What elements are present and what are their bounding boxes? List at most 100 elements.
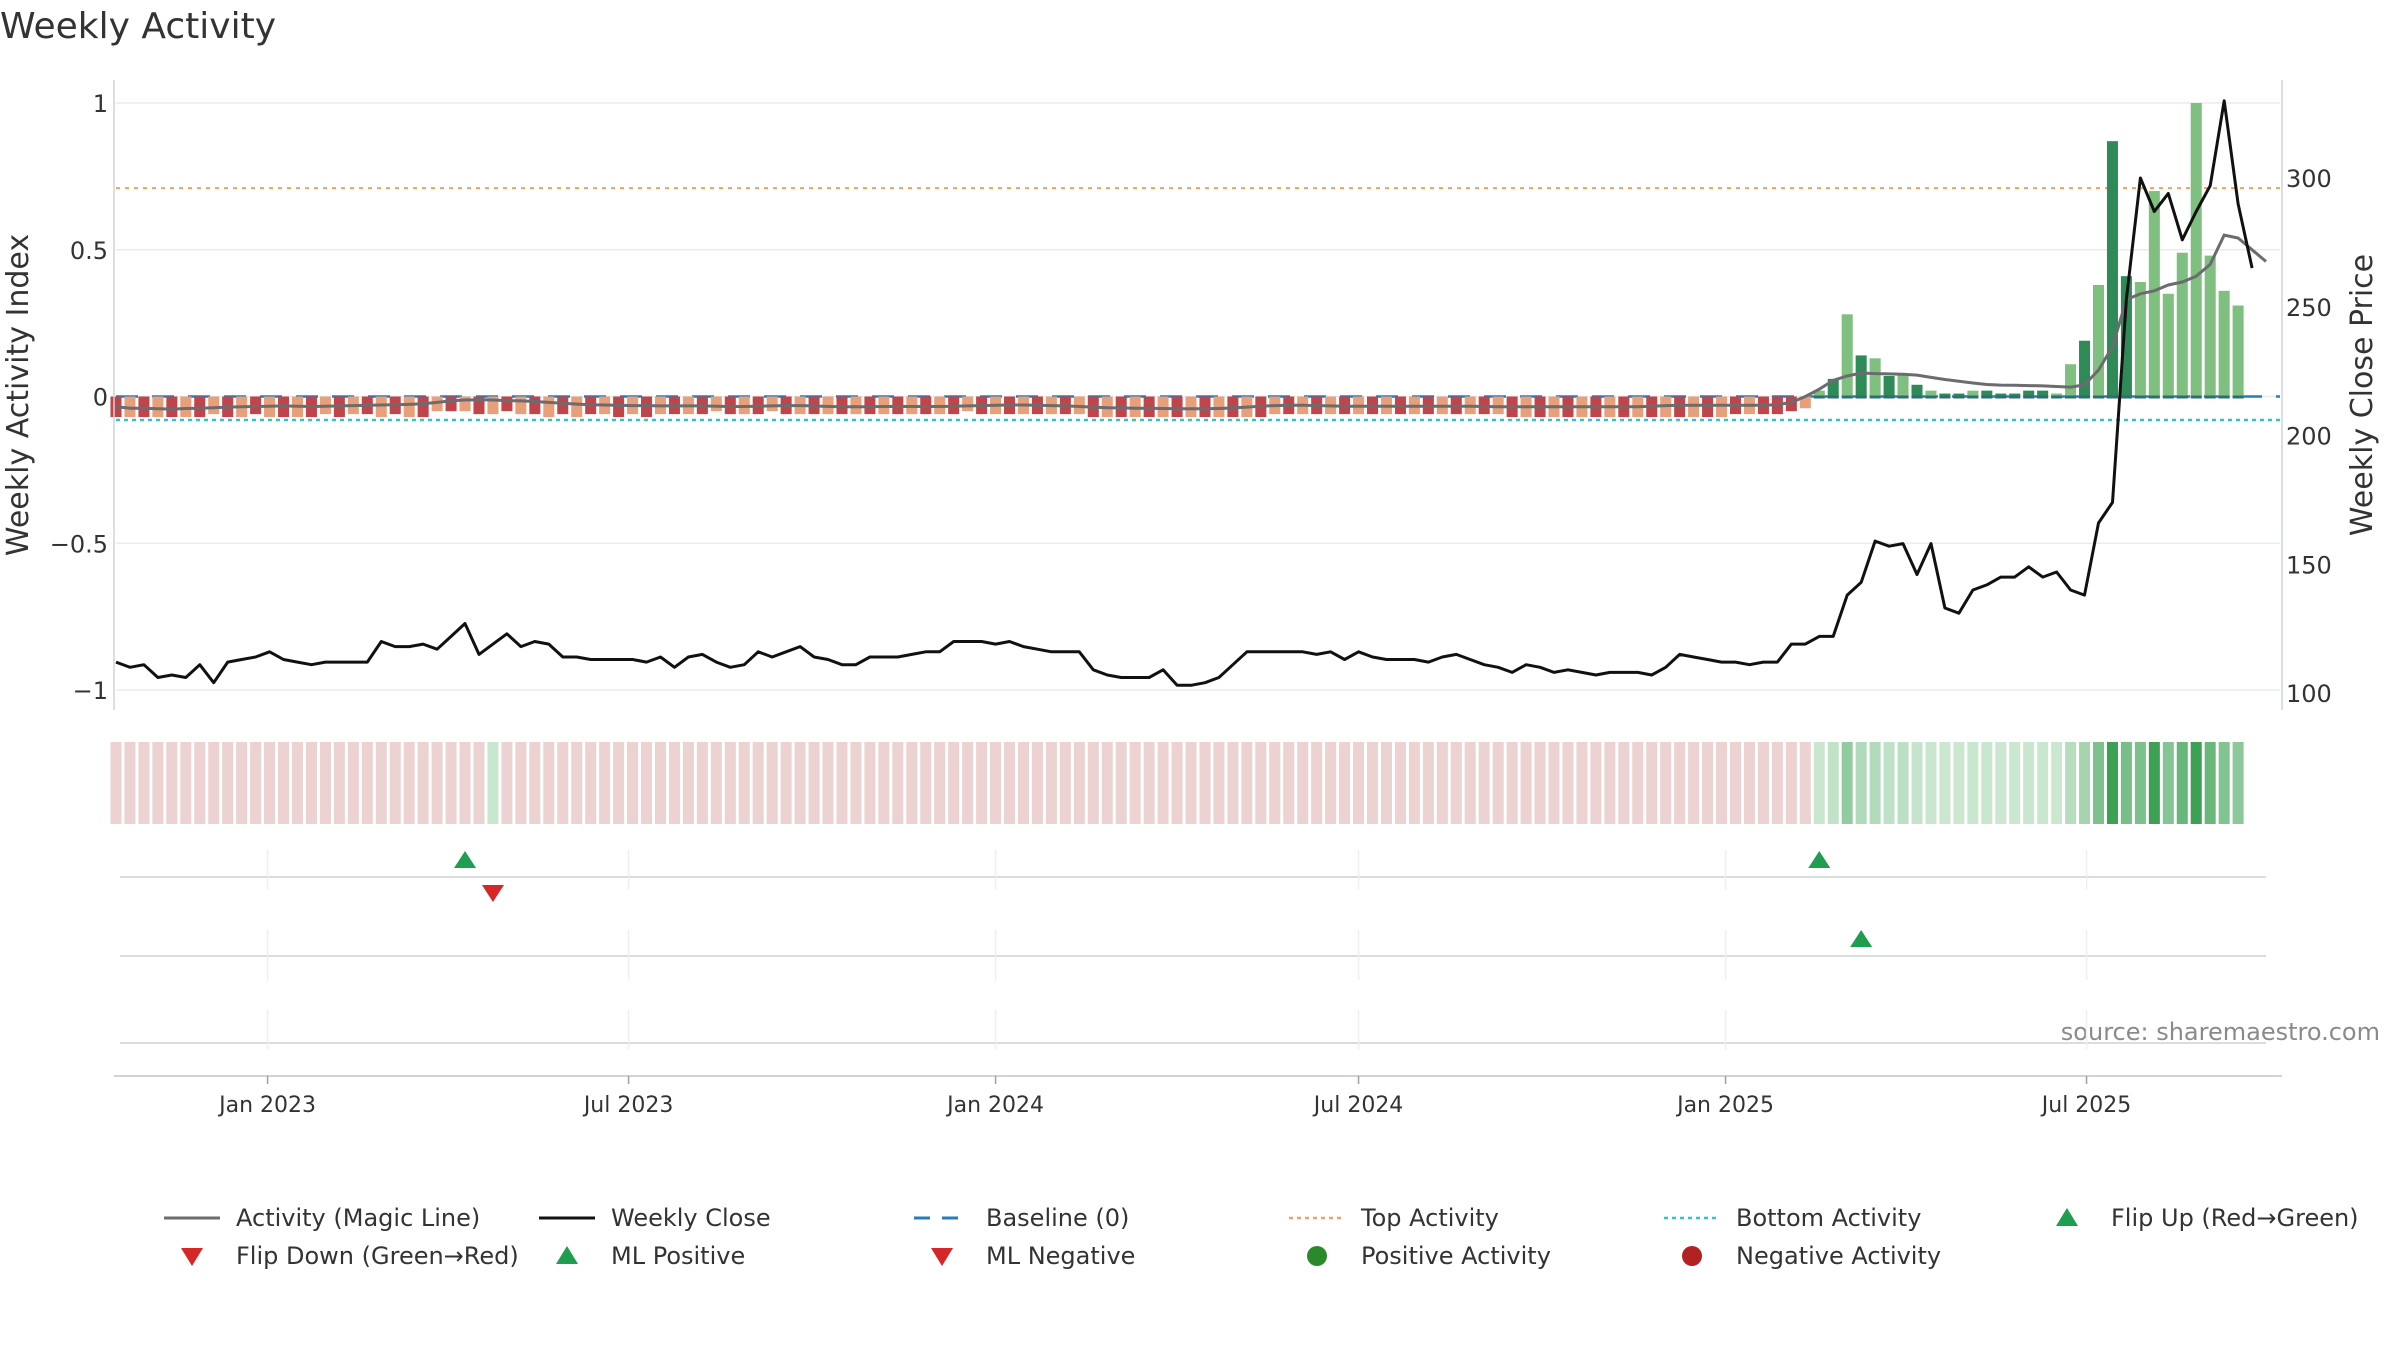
triangle-down-icon bbox=[181, 1248, 203, 1266]
activity-bar bbox=[110, 396, 122, 418]
activity-strip-cell bbox=[1548, 742, 1560, 824]
activity-strip-cell bbox=[515, 742, 527, 824]
activity-strip-cell bbox=[166, 742, 178, 824]
activity-strip-cell bbox=[2134, 742, 2146, 824]
activity-strip-cell bbox=[1129, 742, 1141, 824]
activity-strip-cell bbox=[1688, 742, 1700, 824]
ml-positive-marker bbox=[1850, 930, 1873, 947]
activity-bar bbox=[208, 396, 220, 415]
activity-bar-base bbox=[2176, 395, 2188, 399]
y2-tick-label: 250 bbox=[2286, 294, 2332, 322]
x-tick-label: Jan 2024 bbox=[945, 1093, 1044, 1118]
activity-bar bbox=[1883, 375, 1895, 397]
y2-tick-label: 200 bbox=[2286, 423, 2332, 451]
activity-strip-cell bbox=[571, 742, 583, 824]
y-axis-label: Weekly Activity Index bbox=[1, 234, 36, 556]
activity-strip-cell bbox=[794, 742, 806, 824]
activity-strip-cell bbox=[976, 742, 988, 824]
legend-item: Negative Activity bbox=[1660, 1238, 1941, 1274]
activity-strip-cell bbox=[1883, 742, 1895, 824]
activity-strip-cell bbox=[1171, 742, 1183, 824]
activity-strip-cell bbox=[403, 742, 415, 824]
activity-bar bbox=[1799, 396, 1811, 409]
activity-strip-cell bbox=[138, 742, 150, 824]
activity-strip-cell bbox=[1590, 742, 1602, 824]
activity-strip-cell bbox=[1199, 742, 1211, 824]
legend-label: Flip Down (Green→Red) bbox=[236, 1242, 519, 1270]
activity-strip-cell bbox=[1073, 742, 1085, 824]
activity-strip-cell bbox=[1045, 742, 1057, 824]
activity-strip-cell bbox=[1520, 742, 1532, 824]
activity-strip-cell bbox=[1939, 742, 1951, 824]
activity-strip-cell bbox=[2079, 742, 2091, 824]
activity-strip-cell bbox=[1269, 742, 1281, 824]
activity-strip-cell bbox=[417, 742, 429, 824]
activity-strip-cell bbox=[1506, 742, 1518, 824]
activity-strip-cell bbox=[180, 742, 192, 824]
activity-bar-base bbox=[1827, 395, 1839, 399]
activity-strip-cell bbox=[1841, 742, 1853, 824]
activity-strip-cell bbox=[1757, 742, 1769, 824]
activity-strip-cell bbox=[1562, 742, 1574, 824]
activity-bar bbox=[2190, 103, 2202, 397]
activity-strip-cell bbox=[724, 742, 736, 824]
activity-strip-cell bbox=[1869, 742, 1881, 824]
activity-bar bbox=[1981, 390, 1993, 397]
activity-bar-base bbox=[2190, 395, 2202, 399]
activity-bar bbox=[766, 396, 778, 412]
y-tick-label: −0.5 bbox=[50, 530, 108, 558]
activity-strip-cell bbox=[822, 742, 834, 824]
activity-strip-cell bbox=[1087, 742, 1099, 824]
activity-strip-cell bbox=[864, 742, 876, 824]
signal-markers bbox=[120, 850, 2266, 1050]
y2-tick-label: 100 bbox=[2286, 680, 2332, 708]
activity-strip-cell bbox=[1450, 742, 1462, 824]
magic-line bbox=[115, 233, 2267, 411]
activity-strip-cell bbox=[906, 742, 918, 824]
activity-strip-cell bbox=[1953, 742, 1965, 824]
activity-strip-cell bbox=[613, 742, 625, 824]
activity-bar bbox=[2232, 305, 2244, 397]
legend-label: Bottom Activity bbox=[1736, 1204, 1922, 1232]
activity-strip-cell bbox=[1855, 742, 1867, 824]
activity-bar bbox=[403, 396, 415, 418]
activity-bar bbox=[2162, 293, 2174, 397]
activity-strip-cell bbox=[2009, 742, 2021, 824]
activity-strip-cell bbox=[1311, 742, 1323, 824]
solid-line-icon bbox=[539, 1216, 595, 1220]
activity-strip-cell bbox=[333, 742, 345, 824]
activity-strip-cell bbox=[1771, 742, 1783, 824]
activity-bar bbox=[710, 396, 722, 412]
legend-label: Positive Activity bbox=[1361, 1242, 1551, 1270]
activity-strip-cell bbox=[1297, 742, 1309, 824]
activity-strip-cell bbox=[361, 742, 373, 824]
activity-bar-base bbox=[1995, 395, 2007, 399]
activity-strip-cell bbox=[1408, 742, 1420, 824]
activity-strip-cell bbox=[878, 742, 890, 824]
activity-strip-cell bbox=[1213, 742, 1225, 824]
activity-bar-base bbox=[2134, 395, 2146, 399]
activity-strip-cell bbox=[1115, 742, 1127, 824]
triangle-down-icon bbox=[931, 1248, 953, 1266]
activity-bar bbox=[571, 396, 583, 418]
activity-strip-cell bbox=[934, 742, 946, 824]
y2-tick-label: 150 bbox=[2286, 551, 2332, 579]
activity-strip-cell bbox=[1716, 742, 1728, 824]
activity-strip-cell bbox=[1143, 742, 1155, 824]
activity-strip-cell bbox=[1813, 742, 1825, 824]
activity-strip-cell bbox=[1995, 742, 2007, 824]
activity-bar-base bbox=[2009, 395, 2021, 399]
activity-bar bbox=[180, 396, 192, 418]
axis-ticks: 1 0.5 0 −0.5 −1 300 250 200 150 100 bbox=[50, 80, 2332, 710]
activity-bar-base bbox=[2120, 395, 2132, 399]
activity-bar bbox=[2134, 282, 2146, 397]
x-tick-label: Jul 2023 bbox=[582, 1093, 674, 1118]
activity-bar bbox=[166, 396, 178, 418]
activity-strip-cell bbox=[1339, 742, 1351, 824]
activity-bar bbox=[501, 396, 513, 412]
series-lines bbox=[115, 99, 2267, 687]
activity-strip-cell bbox=[2120, 742, 2132, 824]
legend-item: Top Activity bbox=[1285, 1200, 1499, 1236]
activity-strip-cell bbox=[543, 742, 555, 824]
